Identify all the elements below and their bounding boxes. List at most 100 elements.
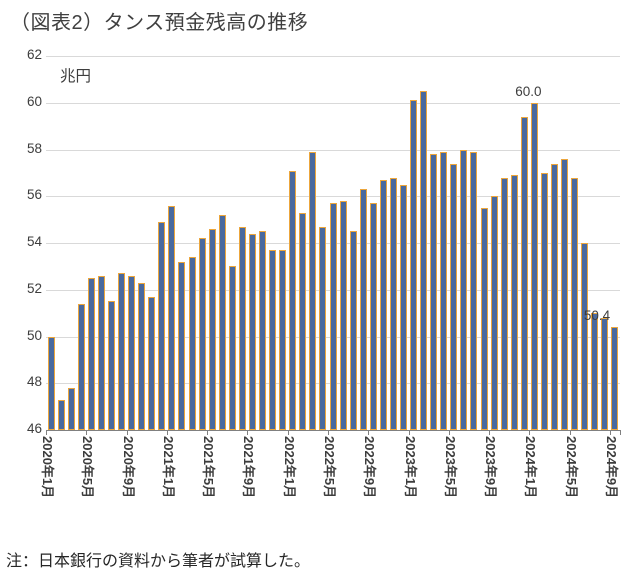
bar (571, 177, 579, 430)
bar (47, 336, 55, 430)
bar (369, 203, 377, 430)
bar (238, 226, 246, 430)
y-axis-tick-label: 50 (26, 327, 42, 343)
x-axis-tick-label: 2021年1月 (160, 436, 176, 499)
bar (611, 327, 619, 430)
x-axis-tick (247, 430, 249, 435)
x-axis-tick (529, 430, 531, 435)
bar (540, 172, 548, 430)
bar (490, 196, 498, 430)
y-axis-tick-label: 62 (26, 47, 42, 62)
bar (77, 303, 85, 430)
x-axis-tick-label: 2023年9月 (483, 436, 499, 499)
x-axis-tick-label: 2024年5月 (563, 436, 579, 499)
x-axis-tick-label: 2020年5月 (80, 436, 96, 499)
x-axis-tick (609, 430, 611, 435)
bar (128, 275, 136, 430)
bar (389, 177, 397, 430)
x-axis-tick (489, 430, 491, 435)
bar (520, 116, 528, 430)
bar (440, 151, 448, 430)
x-axis-tick-label: 2023年1月 (402, 436, 418, 499)
x-axis-tick (126, 430, 128, 435)
y-axis-tick-label: 48 (26, 374, 42, 390)
bar (319, 226, 327, 430)
gridline (46, 196, 620, 198)
bar-chart: 兆円 46 48 50 52 54 56 58 60 62 2020年1月 2020年5月 2020年… (26, 47, 621, 499)
x-axis-tick (166, 430, 168, 435)
gridline (46, 56, 620, 57)
unit-label: 兆円 (60, 68, 92, 85)
source-note: 注：日本銀行の資料から筆者が試算した。 (6, 553, 311, 570)
x-axis-tick (287, 430, 289, 435)
y-axis-tick-label: 52 (26, 280, 42, 296)
bar (450, 163, 458, 430)
x-axis-tick (569, 430, 571, 435)
x-axis-tick-label: 2022年9月 (362, 436, 378, 499)
bar (228, 266, 236, 430)
bar (148, 296, 156, 430)
x-axis-tick-label: 2020年9月 (120, 436, 136, 499)
y-axis-tick-label: 46 (26, 421, 42, 436)
x-axis-tick (368, 430, 370, 435)
x-axis-tick-label: 2021年5月 (201, 436, 217, 499)
bar (591, 313, 599, 430)
bar (87, 278, 95, 430)
bar (379, 179, 387, 430)
x-axis-tick-label: 2024年9月 (603, 436, 619, 499)
bar (218, 214, 226, 430)
x-axis-tick (408, 430, 410, 435)
bar (399, 184, 407, 430)
bar (410, 100, 418, 430)
bar (530, 102, 538, 430)
bar (259, 231, 266, 430)
plot-area (46, 56, 621, 435)
bar (470, 151, 478, 430)
x-axis-tick (327, 430, 329, 435)
x-axis-tick-label: 2024年1月 (523, 436, 539, 499)
bar (299, 212, 307, 430)
bar (168, 205, 176, 430)
x-axis-tick-label: 2021年9月 (241, 436, 257, 499)
bar (269, 250, 277, 430)
bar (480, 207, 488, 430)
bar (208, 228, 216, 430)
x-axis-tick (620, 430, 621, 435)
bar (561, 158, 569, 430)
bar (97, 275, 105, 430)
bar (309, 151, 317, 430)
x-axis-tick (207, 430, 209, 435)
x-axis-tick (448, 430, 450, 435)
x-axis-tick (86, 430, 88, 435)
bar (420, 91, 428, 430)
bar (430, 154, 438, 430)
bar (67, 387, 75, 430)
bar (107, 301, 115, 430)
bar (510, 175, 518, 430)
bar (500, 177, 508, 430)
y-axis-tick-label: 54 (26, 234, 42, 249)
x-axis-tick-label: 2022年5月 (322, 436, 337, 499)
bar (198, 238, 206, 430)
bar (158, 221, 166, 430)
chart-title: （図表2）タンス預金残高の推移 (10, 12, 309, 34)
bar (581, 243, 589, 430)
bar (289, 170, 297, 430)
bar (118, 273, 126, 430)
y-axis-tick-label: 56 (26, 187, 42, 203)
bar (248, 233, 256, 430)
data-label: 60.0 (515, 83, 542, 99)
y-axis-tick-label: 58 (26, 140, 42, 156)
data-label: 50.4 (583, 308, 611, 324)
x-axis-tick-label: 2020年1月 (40, 436, 56, 499)
x-axis-tick-label: 2022年1月 (281, 436, 297, 499)
bar (188, 257, 196, 430)
x-axis-tick-label: 2023年5月 (442, 436, 458, 499)
bar (601, 317, 609, 430)
bar (138, 282, 146, 430)
gridline (46, 102, 620, 104)
bar (279, 250, 287, 430)
bar (339, 200, 347, 430)
bar (551, 163, 559, 430)
